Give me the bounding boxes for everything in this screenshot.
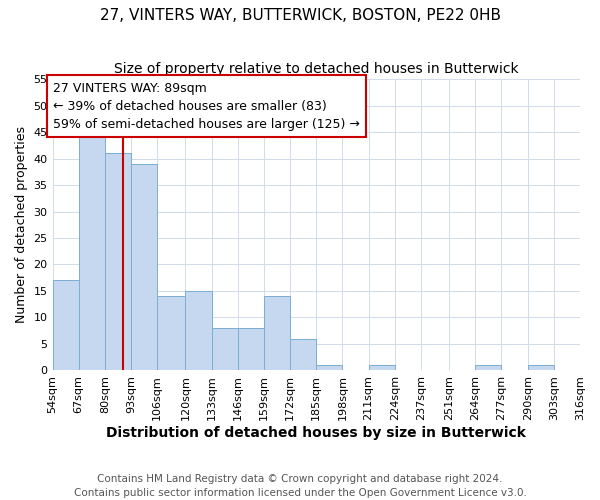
Bar [475,365,502,370]
Bar [53,280,79,370]
Y-axis label: Number of detached properties: Number of detached properties [15,126,28,324]
X-axis label: Distribution of detached houses by size in Butterwick: Distribution of detached houses by size … [106,426,526,440]
Bar [131,164,157,370]
Bar [527,365,554,370]
Bar [316,365,343,370]
Text: 27, VINTERS WAY, BUTTERWICK, BOSTON, PE22 0HB: 27, VINTERS WAY, BUTTERWICK, BOSTON, PE2… [100,8,500,22]
Bar [79,132,105,370]
Bar [368,365,395,370]
Bar [185,291,212,370]
Bar [290,338,316,370]
Bar [212,328,238,370]
Text: Contains HM Land Registry data © Crown copyright and database right 2024.
Contai: Contains HM Land Registry data © Crown c… [74,474,526,498]
Title: Size of property relative to detached houses in Butterwick: Size of property relative to detached ho… [114,62,518,76]
Bar [238,328,264,370]
Text: 27 VINTERS WAY: 89sqm
← 39% of detached houses are smaller (83)
59% of semi-deta: 27 VINTERS WAY: 89sqm ← 39% of detached … [53,82,360,130]
Bar [105,153,131,370]
Bar [157,296,185,370]
Bar [264,296,290,370]
